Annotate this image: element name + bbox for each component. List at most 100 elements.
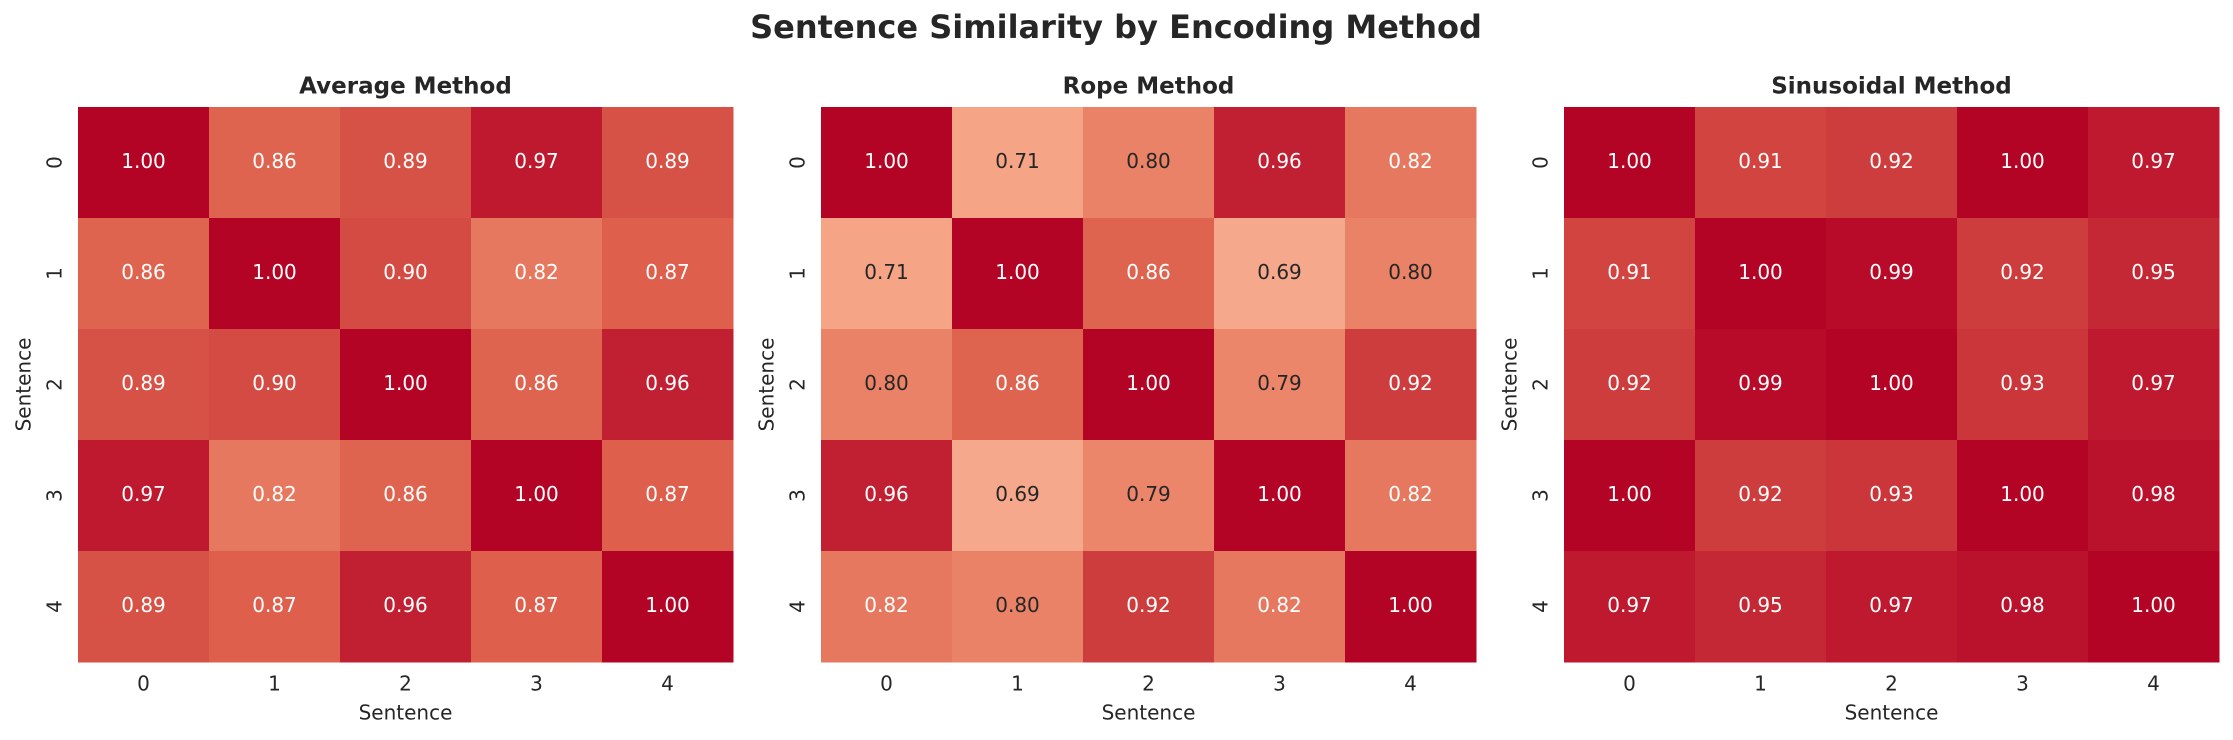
- cell-label: 0.80: [1388, 260, 1433, 284]
- heatmap-cell: [471, 551, 603, 663]
- heatmap-cell: [78, 551, 210, 663]
- heatmap-cell: [602, 107, 734, 219]
- cell-label: 0.87: [645, 482, 690, 506]
- cell-label: 0.99: [1869, 260, 1914, 284]
- y-axis-label: Sentence: [1498, 338, 1522, 432]
- cell-label: 0.96: [645, 371, 690, 395]
- heatmap-cell: [821, 440, 953, 552]
- heatmap-cell: [1083, 107, 1215, 219]
- cell-label: 0.89: [121, 371, 166, 395]
- cell-label: 0.93: [1869, 482, 1914, 506]
- heatmap-cell: [340, 218, 472, 330]
- cell-label: 0.90: [252, 371, 297, 395]
- cell-label: 0.97: [1607, 593, 1652, 617]
- cell-label: 0.79: [1126, 482, 1171, 506]
- cell-label: 0.80: [995, 593, 1040, 617]
- heatmap-cell: [821, 329, 953, 441]
- heatmap-cell: [471, 107, 603, 219]
- cell-label: 0.90: [383, 260, 428, 284]
- y-tick-label: 2: [1529, 378, 1553, 391]
- x-tick-label: 1: [268, 672, 281, 696]
- heatmap-cell: [821, 218, 953, 330]
- cell-label: 0.86: [514, 371, 559, 395]
- x-axis-label: Sentence: [1102, 701, 1196, 725]
- cell-label: 0.97: [1869, 593, 1914, 617]
- heatmap-cell: [1564, 440, 1696, 552]
- x-tick-label: 4: [1404, 672, 1417, 696]
- heatmap-cell: [209, 218, 341, 330]
- cell-label: 1.00: [864, 149, 909, 173]
- heatmap-cell: [1564, 329, 1696, 441]
- heatmap-cell: [1826, 440, 1958, 552]
- x-tick-label: 2: [1142, 672, 1155, 696]
- cell-label: 0.69: [995, 482, 1040, 506]
- heatmap-cell: [1695, 218, 1827, 330]
- heatmap-cell: [78, 218, 210, 330]
- cell-label: 0.86: [121, 260, 166, 284]
- cell-label: 1.00: [1607, 482, 1652, 506]
- cell-label: 0.92: [1869, 149, 1914, 173]
- cell-label: 0.87: [514, 593, 559, 617]
- x-tick-label: 4: [661, 672, 674, 696]
- x-axis-label: Sentence: [359, 701, 453, 725]
- heatmap-cell: [340, 107, 472, 219]
- heatmap-cell: [952, 107, 1084, 219]
- heatmap-cell: [471, 329, 603, 441]
- heatmap-cell: [1826, 551, 1958, 663]
- heatmap-cell: [471, 218, 603, 330]
- heatmap-cell: [209, 107, 341, 219]
- heatmap-cell: [1083, 440, 1215, 552]
- y-tick-label: 4: [43, 600, 67, 613]
- y-tick-label: 1: [786, 267, 810, 280]
- y-tick-label: 4: [786, 600, 810, 613]
- heatmap-cell: [1214, 551, 1346, 663]
- heatmap-cell: [1345, 329, 1477, 441]
- cell-label: 0.86: [995, 371, 1040, 395]
- cell-label: 0.82: [252, 482, 297, 506]
- heatmap-cell: [1957, 107, 2089, 219]
- cell-label: 1.00: [252, 260, 297, 284]
- cell-label: 1.00: [1388, 593, 1433, 617]
- heatmap-cell: [1826, 107, 1958, 219]
- heatmap-cell: [209, 551, 341, 663]
- y-axis-label: Sentence: [755, 338, 779, 432]
- heatmap-cell: [602, 218, 734, 330]
- y-tick-label: 0: [786, 156, 810, 169]
- heatmap-cell: [952, 218, 1084, 330]
- cell-label: 0.80: [864, 371, 909, 395]
- cell-label: 1.00: [1126, 371, 1171, 395]
- x-tick-label: 3: [2016, 672, 2029, 696]
- x-tick-label: 2: [1885, 672, 1898, 696]
- heatmap-cell: [1564, 551, 1696, 663]
- heatmap-cell: [821, 107, 953, 219]
- cell-label: 0.86: [1126, 260, 1171, 284]
- cell-label: 0.92: [1388, 371, 1433, 395]
- x-tick-label: 0: [137, 672, 150, 696]
- heatmap-cell: [1695, 440, 1827, 552]
- heatmap-cell: [209, 329, 341, 441]
- y-tick-label: 1: [1529, 267, 1553, 280]
- heatmap-cell: [1214, 107, 1346, 219]
- heatmap-cell: [821, 551, 953, 663]
- x-tick-label: 3: [530, 672, 543, 696]
- cell-label: 0.86: [383, 482, 428, 506]
- x-tick-label: 1: [1011, 672, 1024, 696]
- cell-label: 0.82: [514, 260, 559, 284]
- cell-label: 0.92: [1738, 482, 1783, 506]
- heatmap-cell: [2088, 440, 2220, 552]
- heatmap-cell: [1695, 107, 1827, 219]
- cell-label: 0.82: [1388, 149, 1433, 173]
- heatmap-cell: [1695, 329, 1827, 441]
- y-tick-label: 3: [43, 489, 67, 502]
- cell-label: 1.00: [121, 149, 166, 173]
- heatmap-cell: [1695, 551, 1827, 663]
- heatmap-cell: [1957, 329, 2089, 441]
- heatmap-cell: [1564, 218, 1696, 330]
- cell-label: 0.97: [121, 482, 166, 506]
- subplot-title: Sinusoidal Method: [1771, 74, 2012, 100]
- x-tick-label: 0: [880, 672, 893, 696]
- cell-label: 1.00: [2000, 149, 2045, 173]
- heatmap-cell: [952, 551, 1084, 663]
